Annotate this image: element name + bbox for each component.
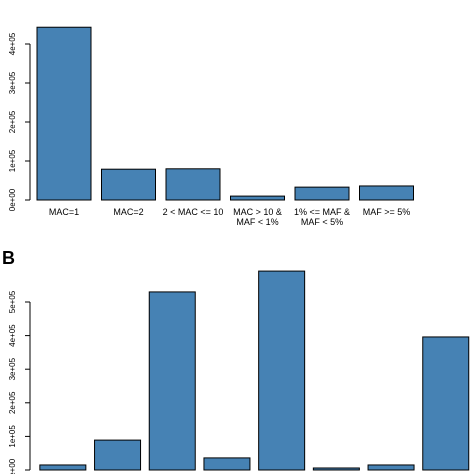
y-tick-label: 1e+05 [8,425,17,448]
bar [148,291,196,471]
x-tick-label: MAF >= 5% [362,207,411,217]
bar [203,457,251,471]
y-tick-label: 2e+05 [8,391,17,414]
panel-label: B [2,248,15,268]
x-tick-label: 2 < MAC <= 10 [162,207,224,217]
y-tick-label: 3e+05 [8,357,17,380]
bar [312,467,360,471]
bar [258,270,306,471]
y-tick-label: 4e+05 [8,32,17,55]
y-tick-label: 3e+05 [8,71,17,94]
x-tick-label: 1% <= MAF & MAF < 5% [293,207,351,227]
y-tick-label: 5e+05 [8,290,17,313]
bar [101,168,156,201]
bar [165,168,221,201]
x-tick-label: MAC > 10 & MAF < 1% [233,207,282,227]
y-tick-label: 1e+05 [8,149,17,172]
y-tick-label: 4e+05 [8,324,17,347]
x-tick-label: MAC=2 [113,207,144,217]
bar [36,26,92,201]
bar [422,336,470,471]
y-tick-label: 2e+05 [8,110,17,133]
y-tick-label: 0e+00 [8,458,17,474]
bar [39,464,87,471]
x-tick-label: MAC=1 [48,207,80,217]
bar [359,185,414,201]
bar [294,186,350,201]
bar [367,464,415,471]
bar [230,195,285,201]
bar [94,439,142,471]
y-tick-label: 0e+00 [8,188,17,211]
